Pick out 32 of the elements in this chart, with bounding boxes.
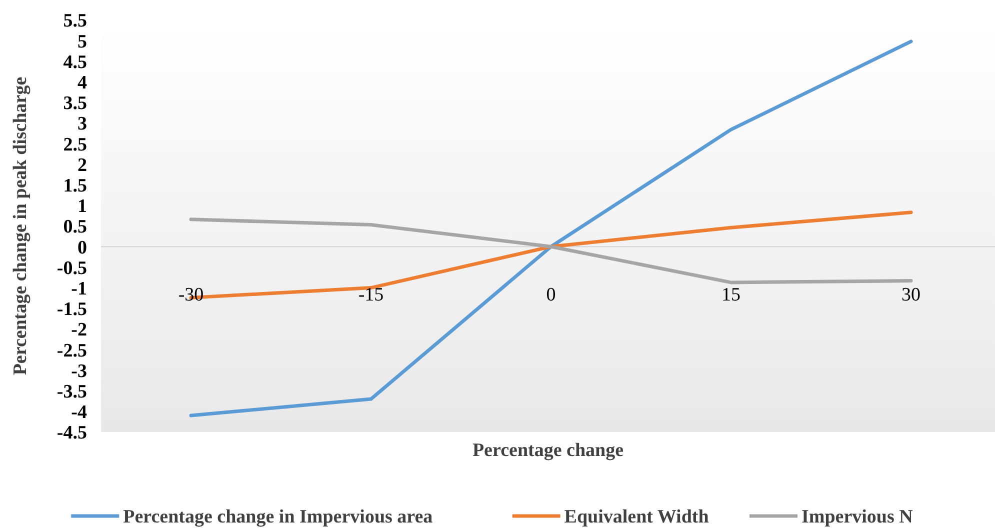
- y-axis-title: Percentage change in peak discharge: [10, 76, 31, 376]
- y-tick-label: -3.5: [56, 381, 87, 402]
- y-tick-label: 4: [78, 72, 88, 94]
- y-tick-label: -4: [71, 402, 88, 424]
- x-axis-title: Percentage change: [472, 440, 624, 461]
- legend-label: Percentage change in Impervious area: [123, 506, 434, 528]
- y-tick-label: 5: [78, 31, 87, 52]
- y-tick-label: 2: [78, 154, 87, 176]
- y-tick-label: 5.5: [63, 10, 87, 32]
- y-tick-label: -3: [71, 360, 87, 382]
- x-tick-label: -15: [358, 284, 384, 306]
- x-tick-label: 30: [902, 284, 920, 306]
- y-tick-label: 1.5: [63, 175, 87, 196]
- y-tick-label: -2: [71, 320, 87, 341]
- y-tick-label: -1: [71, 278, 87, 300]
- legend-label: Impervious N: [802, 506, 914, 528]
- line-series: [189, 218, 913, 284]
- y-tick-label: 0.5: [63, 216, 87, 238]
- y-tick-label: 3.5: [63, 93, 87, 114]
- y-tick-label: 1: [78, 196, 87, 218]
- x-tick-label: -30: [178, 284, 204, 306]
- x-tick-label: 0: [546, 284, 556, 306]
- y-tick-label: -0.5: [56, 258, 87, 279]
- y-tick-label: -2.5: [56, 340, 87, 362]
- x-tick-label: 15: [722, 284, 740, 306]
- y-tick-label: 0: [78, 237, 87, 258]
- y-tick-label: -1.5: [56, 299, 87, 320]
- legend-label: Equivalent Width: [564, 506, 710, 528]
- y-tick-label: 4.5: [63, 52, 87, 73]
- y-tick-label: -4.5: [56, 422, 87, 444]
- y-tick-label: 2.5: [63, 134, 87, 156]
- y-tick-label: 3: [78, 114, 87, 135]
